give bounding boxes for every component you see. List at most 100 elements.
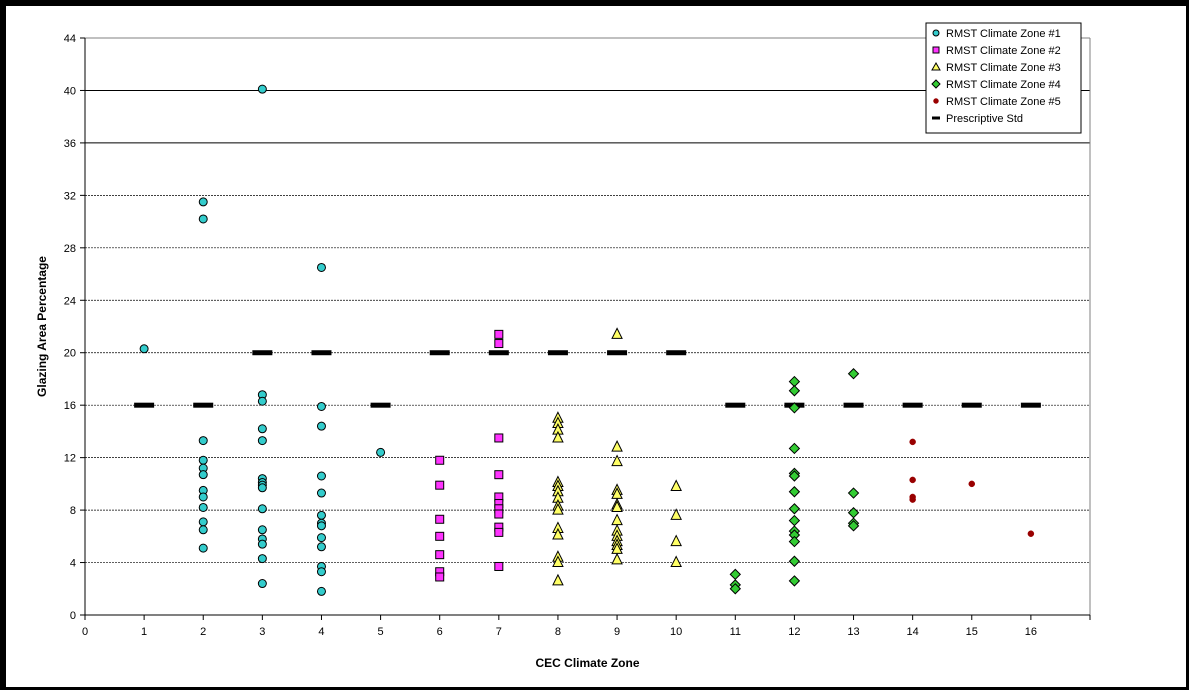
rmst-climate-zone-2-point	[435, 455, 445, 465]
rmst-climate-zone-4-point	[788, 514, 801, 527]
y-tick-label: 16	[64, 400, 76, 412]
prescriptive-std-point	[725, 402, 746, 408]
rmst-climate-zone-1-point	[316, 401, 326, 411]
legend-marker-prescriptive-std	[932, 116, 940, 120]
rmst-climate-zone-4-point	[847, 507, 860, 519]
legend-marker-rmst-climate-zone-3	[931, 61, 941, 71]
prescriptive-std-point	[193, 402, 214, 408]
rmst-climate-zone-1-point	[316, 586, 326, 596]
y-tick-label: 20	[64, 348, 76, 360]
prescriptive-std-point	[1020, 402, 1041, 408]
rmst-climate-zone-1-point	[139, 344, 149, 354]
x-tick-label: 9	[614, 626, 620, 638]
rmst-climate-zone-2-point	[435, 531, 445, 541]
rmst-climate-zone-1-point	[316, 488, 326, 498]
legend-label: RMST Climate Zone #3	[946, 62, 1061, 74]
x-tick-label: 6	[437, 626, 443, 638]
rmst-climate-zone-2-point	[494, 561, 504, 571]
rmst-climate-zone-2-point	[435, 550, 445, 560]
legend-label: RMST Climate Zone #4	[946, 79, 1061, 91]
x-tick-label: 2	[200, 626, 206, 638]
rmst-climate-zone-1-point	[257, 504, 267, 514]
rmst-climate-zone-3-point	[670, 534, 682, 547]
rmst-climate-zone-3-point	[552, 573, 564, 586]
rmst-climate-zone-1-point	[316, 262, 326, 272]
prescriptive-std-point	[252, 350, 273, 356]
legend-label: RMST Climate Zone #5	[946, 96, 1061, 108]
rmst-climate-zone-4-point	[788, 575, 801, 587]
rmst-climate-zone-1-point	[257, 539, 267, 549]
y-tick-label: 40	[64, 85, 76, 97]
rmst-climate-zone-4-point	[788, 470, 801, 482]
x-tick-label: 11	[730, 626, 741, 638]
rmst-climate-zone-1-point	[316, 542, 326, 552]
rmst-climate-zone-2-point	[494, 329, 504, 339]
y-tick-label: 12	[64, 453, 76, 465]
rmst-climate-zone-3-point	[611, 513, 623, 526]
rmst-climate-zone-1-point	[257, 436, 267, 446]
rmst-climate-zone-3-point	[670, 508, 682, 520]
rmst-climate-zone-1-point	[198, 525, 208, 535]
rmst-climate-zone-4-point	[847, 520, 860, 532]
legend-label: Prescriptive Std	[946, 113, 1023, 125]
legend-marker-rmst-climate-zone-1	[932, 29, 940, 37]
rmst-climate-zone-1-point	[316, 533, 326, 543]
rmst-climate-zone-5-point	[909, 476, 916, 484]
x-tick-label: 10	[670, 626, 682, 638]
rmst-climate-zone-3-point	[670, 555, 682, 568]
prescriptive-std-point	[607, 350, 628, 356]
rmst-climate-zone-1-point	[198, 492, 208, 502]
rmst-climate-zone-3-point	[611, 500, 623, 512]
rmst-climate-zone-3-point	[552, 527, 564, 540]
rmst-climate-zone-1-point	[198, 517, 208, 527]
prescriptive-std-point	[843, 402, 864, 408]
x-tick-label: 7	[496, 626, 502, 638]
rmst-climate-zone-1-point	[257, 554, 267, 564]
rmst-climate-zone-2-point	[435, 572, 445, 582]
rmst-climate-zone-2-point	[435, 514, 445, 524]
x-tick-label: 0	[82, 626, 88, 638]
rmst-climate-zone-1-point	[316, 567, 326, 577]
rmst-climate-zone-1-point	[198, 455, 208, 465]
rmst-climate-zone-1-point	[198, 197, 208, 207]
prescriptive-std-point	[429, 350, 450, 356]
x-tick-label: 16	[1025, 626, 1037, 638]
x-tick-label: 12	[788, 626, 800, 638]
rmst-climate-zone-3-point	[611, 327, 623, 339]
rmst-climate-zone-1-point	[198, 470, 208, 480]
legend: RMST Climate Zone #1 RMST Climate Zone #2…	[925, 22, 1082, 134]
rmst-climate-zone-5-point	[968, 480, 976, 488]
rmst-climate-zone-1-point	[316, 421, 326, 431]
rmst-climate-zone-4-point	[788, 555, 801, 567]
legend-box	[925, 22, 1082, 134]
rmst-climate-zone-4-point	[788, 402, 801, 414]
rmst-climate-zone-1-point	[257, 396, 267, 406]
rmst-climate-zone-4-point	[788, 503, 801, 515]
x-tick-label: 4	[318, 626, 324, 638]
prescriptive-std-point	[370, 402, 391, 408]
y-tick-label: 44	[64, 33, 76, 45]
x-axis-label: CEC Climate Zone	[535, 656, 639, 670]
rmst-climate-zone-1-point	[257, 424, 267, 434]
y-tick-label: 32	[64, 190, 76, 202]
y-axis-label: Glazing Area Percentage	[35, 256, 49, 397]
rmst-climate-zone-2-point	[435, 480, 445, 490]
rmst-climate-zone-4-point	[788, 486, 801, 498]
x-tick-label: 5	[378, 626, 384, 638]
gridlines	[85, 37, 1091, 615]
rmst-climate-zone-1-point	[257, 579, 267, 589]
rmst-climate-zone-2-point	[494, 339, 504, 349]
prescriptive-std-point	[488, 350, 509, 356]
rmst-climate-zone-3-point	[552, 555, 564, 568]
x-tick-label: 1	[141, 626, 147, 638]
rmst-climate-zone-1-point	[198, 436, 208, 446]
prescriptive-std-point	[666, 350, 687, 356]
y-tick-label: 0	[70, 610, 76, 622]
y-tick-label: 28	[64, 243, 76, 255]
rmst-climate-zone-5-point	[909, 438, 916, 446]
x-tick-label: 13	[847, 626, 859, 638]
legend-marker-rmst-climate-zone-2	[932, 46, 940, 54]
